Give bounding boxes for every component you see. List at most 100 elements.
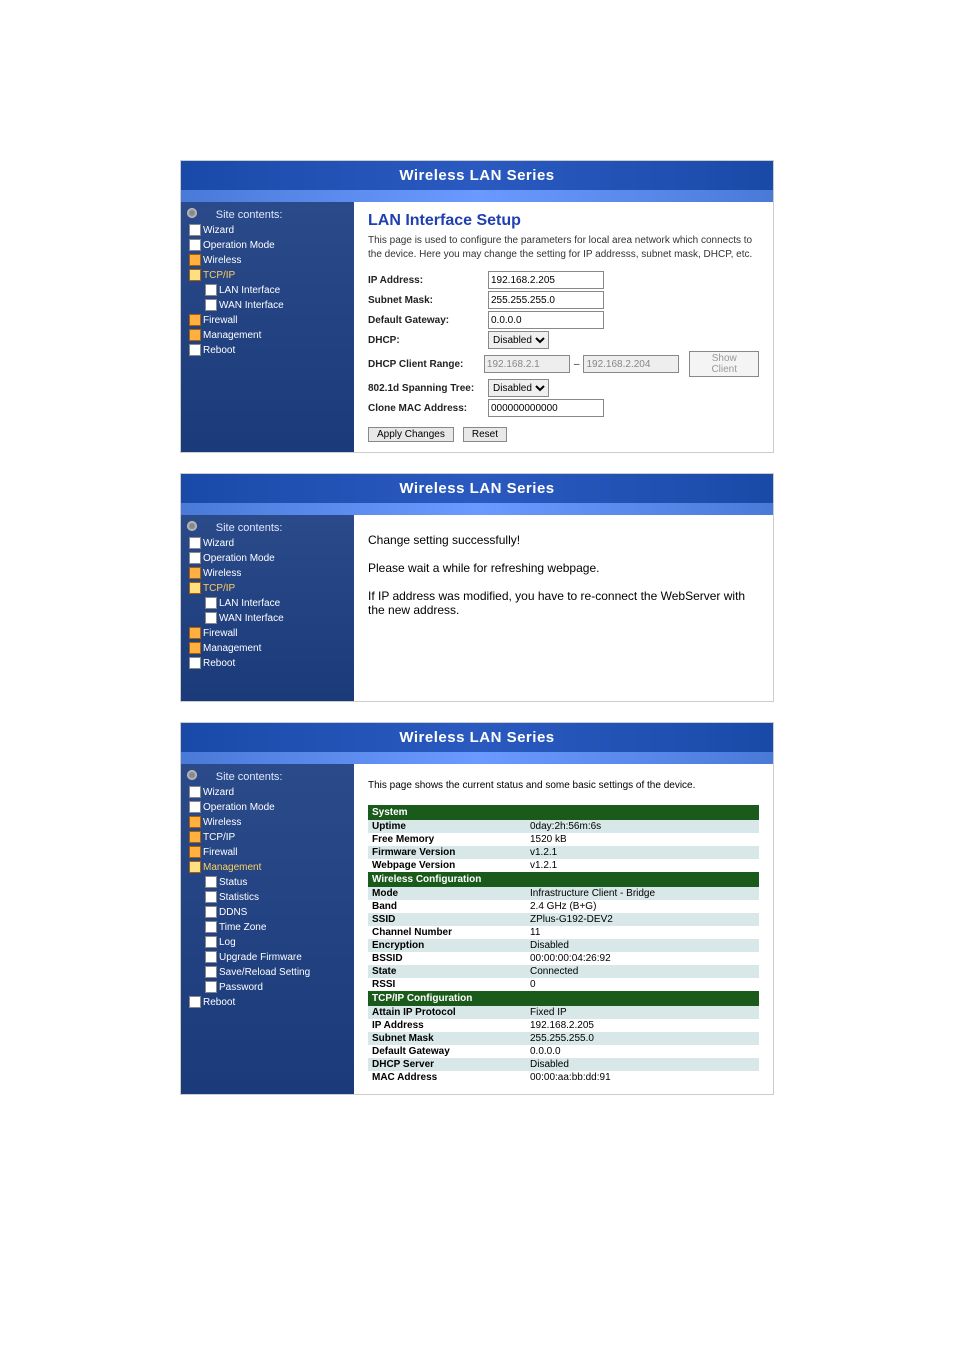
folder-icon — [189, 831, 201, 843]
section-header: System — [368, 805, 759, 820]
sidebar-item-upgrade-firmware[interactable]: Upgrade Firmware — [185, 950, 350, 965]
doc-icon — [189, 552, 201, 564]
sidebar-item-reboot[interactable]: Reboot — [185, 656, 350, 671]
sidebar-item-firewall[interactable]: Firewall — [185, 845, 350, 860]
sidebar-item-label: Log — [219, 937, 236, 948]
folder-icon — [189, 816, 201, 828]
sidebar-item-wireless[interactable]: Wireless — [185, 253, 350, 268]
status-label: Webpage Version — [368, 859, 526, 872]
status-value: ZPlus-G192-DEV2 — [526, 913, 759, 926]
sidebar-item-reboot[interactable]: Reboot — [185, 343, 350, 358]
sidebar-item-operation-mode[interactable]: Operation Mode — [185, 800, 350, 815]
sidebar-item-wizard[interactable]: Wizard — [185, 785, 350, 800]
sidebar: Site contents: WizardOperation ModeWirel… — [181, 764, 354, 1094]
folder-icon — [189, 567, 201, 579]
sidebar-item-label: Firewall — [203, 315, 237, 326]
doc-icon — [205, 951, 217, 963]
sidebar-item-label: LAN Interface — [219, 285, 280, 296]
status-value: 0day:2h:56m:6s — [526, 820, 759, 833]
folder-icon — [189, 329, 201, 341]
sidebar-item-label: Wireless — [203, 255, 241, 266]
status-value: 11 — [526, 926, 759, 939]
dhcp-range-end-input[interactable] — [583, 355, 679, 373]
sidebar-item-reboot[interactable]: Reboot — [185, 995, 350, 1010]
sidebar-item-save-reload-setting[interactable]: Save/Reload Setting — [185, 965, 350, 980]
banner-separator — [181, 503, 773, 515]
sidebar: Site contents: WizardOperation ModeWirel… — [181, 515, 354, 701]
sidebar-item-operation-mode[interactable]: Operation Mode — [185, 551, 350, 566]
status-label: Firmware Version — [368, 846, 526, 859]
status-label: Attain IP Protocol — [368, 1006, 526, 1019]
sidebar-item-lan-interface[interactable]: LAN Interface — [185, 283, 350, 298]
doc-icon — [189, 239, 201, 251]
status-value: Disabled — [526, 1058, 759, 1071]
wait-message: Please wait a while for refreshing webpa… — [368, 561, 759, 575]
table-row: SSIDZPlus-G192-DEV2 — [368, 913, 759, 926]
sidebar-item-wan-interface[interactable]: WAN Interface — [185, 611, 350, 626]
sidebar-item-tcp-ip[interactable]: TCP/IP — [185, 581, 350, 596]
sidebar-item-firewall[interactable]: Firewall — [185, 313, 350, 328]
sidebar-item-management[interactable]: Management — [185, 860, 350, 875]
sidebar-item-label: TCP/IP — [203, 270, 235, 281]
doc-icon — [205, 936, 217, 948]
sidebar-item-label: Wireless — [203, 568, 241, 579]
dhcp-range-label: DHCP Client Range: — [368, 359, 484, 370]
subnet-mask-input[interactable] — [488, 291, 604, 309]
sidebar-item-lan-interface[interactable]: LAN Interface — [185, 596, 350, 611]
status-value: 192.168.2.205 — [526, 1019, 759, 1032]
status-label: BSSID — [368, 952, 526, 965]
sidebar-item-wizard[interactable]: Wizard — [185, 223, 350, 238]
sidebar-item-management[interactable]: Management — [185, 328, 350, 343]
banner-separator — [181, 752, 773, 764]
sidebar-item-statistics[interactable]: Statistics — [185, 890, 350, 905]
page-heading: LAN Interface Setup — [368, 212, 759, 230]
sidebar-item-tcp-ip[interactable]: TCP/IP — [185, 268, 350, 283]
sidebar-item-wireless[interactable]: Wireless — [185, 566, 350, 581]
sidebar-item-label: WAN Interface — [219, 300, 284, 311]
sidebar-item-password[interactable]: Password — [185, 980, 350, 995]
table-row: Firmware Versionv1.2.1 — [368, 846, 759, 859]
ip-address-label: IP Address: — [368, 275, 488, 286]
section-header-label: TCP/IP Configuration — [368, 991, 759, 1006]
dhcp-select[interactable]: Disabled — [488, 331, 549, 349]
table-row: IP Address192.168.2.205 — [368, 1019, 759, 1032]
sidebar-item-label: Operation Mode — [203, 240, 275, 251]
subnet-mask-label: Subnet Mask: — [368, 295, 488, 306]
sidebar-item-wireless[interactable]: Wireless — [185, 815, 350, 830]
success-message-panel: Wireless LAN Series Site contents: Wizar… — [180, 473, 774, 702]
spanning-tree-select[interactable]: Disabled — [488, 379, 549, 397]
doc-icon — [205, 284, 217, 296]
sidebar-item-status[interactable]: Status — [185, 875, 350, 890]
table-row: Subnet Mask255.255.255.0 — [368, 1032, 759, 1045]
reset-button[interactable]: Reset — [463, 427, 507, 442]
status-label: DHCP Server — [368, 1058, 526, 1071]
clone-mac-input[interactable] — [488, 399, 604, 417]
table-row: RSSI0 — [368, 978, 759, 991]
sidebar-item-label: Save/Reload Setting — [219, 967, 310, 978]
sidebar-item-management[interactable]: Management — [185, 641, 350, 656]
banner-title: Wireless LAN Series — [181, 474, 773, 503]
sidebar-item-wan-interface[interactable]: WAN Interface — [185, 298, 350, 313]
apply-changes-button[interactable]: Apply Changes — [368, 427, 454, 442]
sidebar-item-firewall[interactable]: Firewall — [185, 626, 350, 641]
globe-icon — [187, 208, 197, 218]
sidebar-item-wizard[interactable]: Wizard — [185, 536, 350, 551]
sidebar-item-time-zone[interactable]: Time Zone — [185, 920, 350, 935]
table-row: Default Gateway0.0.0.0 — [368, 1045, 759, 1058]
show-client-button[interactable]: Show Client — [689, 351, 759, 377]
default-gateway-input[interactable] — [488, 311, 604, 329]
sidebar-item-tcp-ip[interactable]: TCP/IP — [185, 830, 350, 845]
banner-title: Wireless LAN Series — [181, 723, 773, 752]
ip-address-input[interactable] — [488, 271, 604, 289]
dhcp-range-start-input[interactable] — [484, 355, 570, 373]
sidebar-item-log[interactable]: Log — [185, 935, 350, 950]
doc-icon — [189, 657, 201, 669]
status-value: 00:00:00:04:26:92 — [526, 952, 759, 965]
status-label: Uptime — [368, 820, 526, 833]
table-row: StateConnected — [368, 965, 759, 978]
sidebar-item-ddns[interactable]: DDNS — [185, 905, 350, 920]
folder-icon — [189, 314, 201, 326]
sidebar-item-operation-mode[interactable]: Operation Mode — [185, 238, 350, 253]
table-row: Attain IP ProtocolFixed IP — [368, 1006, 759, 1019]
status-label: Encryption — [368, 939, 526, 952]
